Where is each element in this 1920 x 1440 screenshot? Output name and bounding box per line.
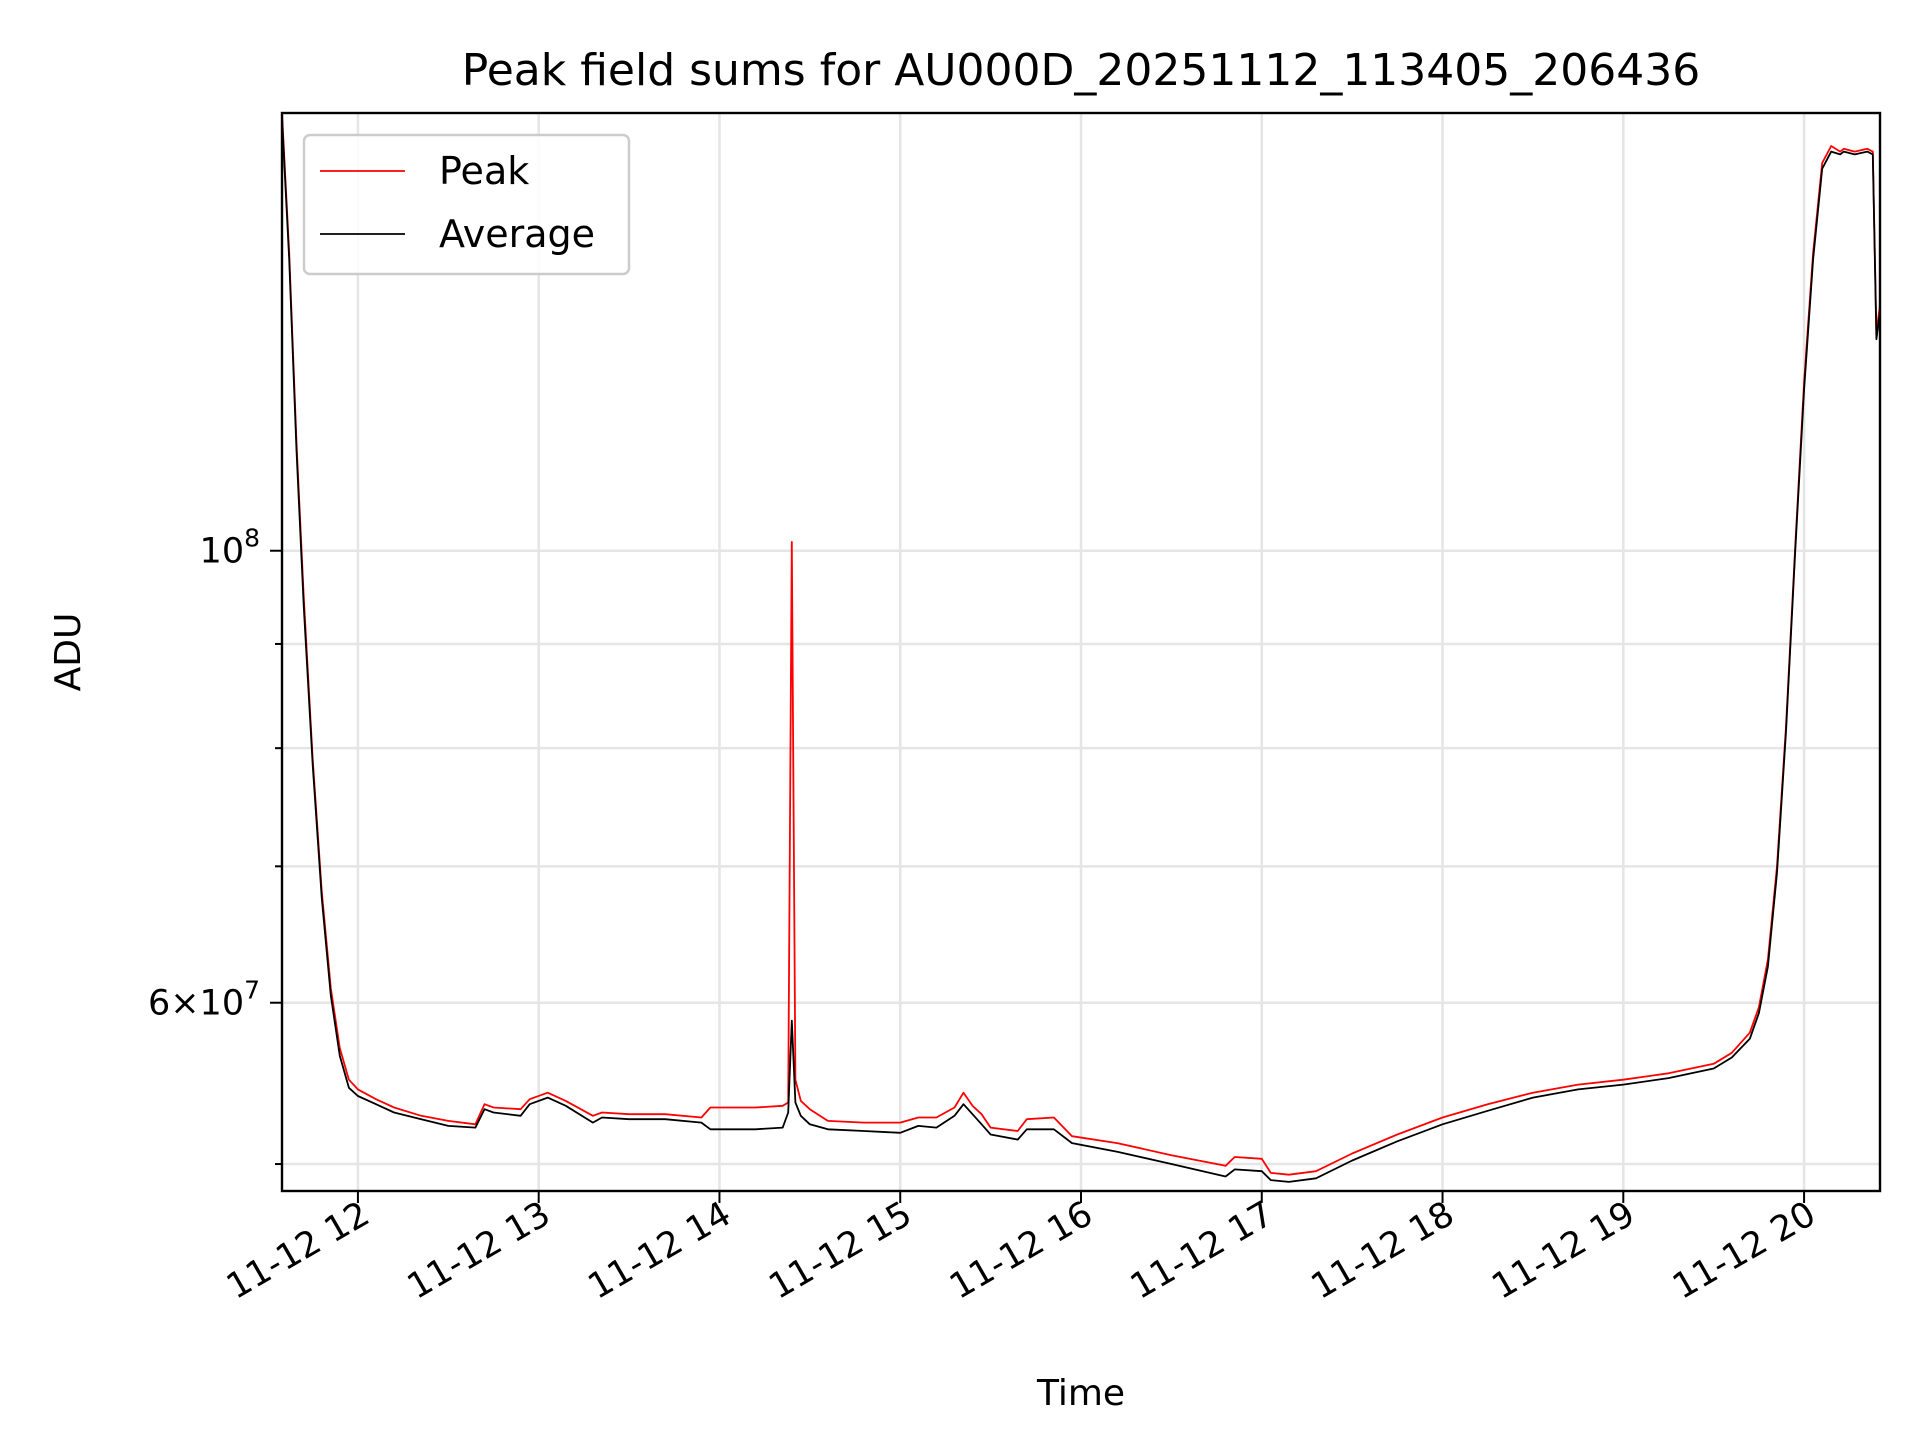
series-line-average bbox=[281, 118, 1881, 1183]
legend-peak-label: Peak bbox=[439, 149, 529, 193]
chart-title: Peak field sums for AU000D_20251112_1134… bbox=[462, 45, 1701, 96]
grid bbox=[282, 113, 1880, 1191]
legend: Peak Average bbox=[302, 133, 631, 276]
legend-box bbox=[302, 133, 631, 276]
y-axis-label: ADU bbox=[48, 613, 89, 692]
y-tick-label: 6×107 bbox=[148, 976, 260, 1024]
ticks bbox=[270, 549, 1806, 1203]
legend-average-label: Average bbox=[439, 212, 595, 256]
series-layer bbox=[281, 112, 1881, 1183]
x-axis-label: Time bbox=[1036, 1373, 1125, 1414]
